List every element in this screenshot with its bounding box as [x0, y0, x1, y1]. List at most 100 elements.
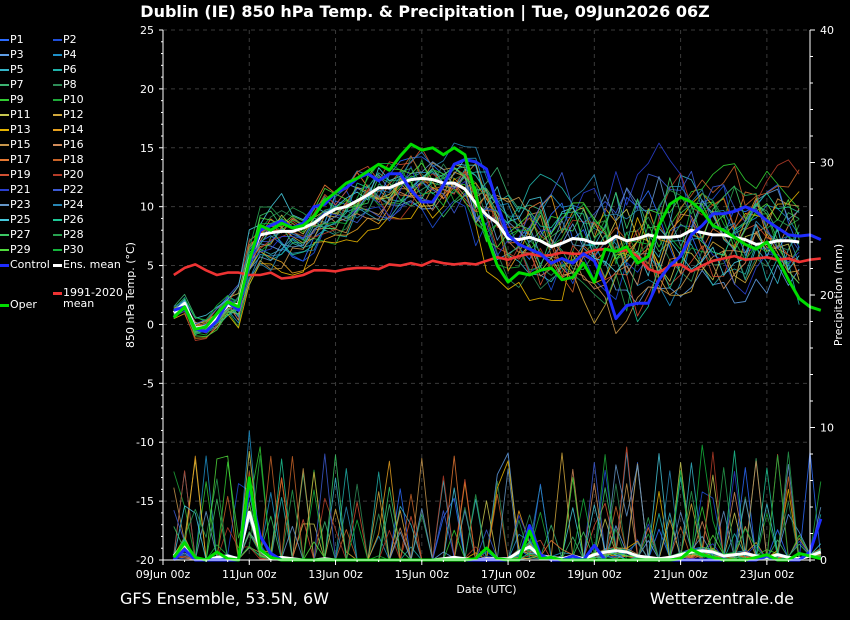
- x-tick-label: 23Jun 00z: [740, 568, 795, 581]
- legend-swatch: [53, 159, 62, 161]
- legend-swatch: [53, 39, 62, 41]
- y-tick-label: 25: [140, 24, 154, 37]
- member-precip-line-9: [173, 446, 821, 561]
- legend-item: P5: [0, 63, 24, 77]
- member-temp-line-21: [173, 142, 800, 331]
- y-tick-label: 0: [147, 318, 154, 331]
- x-tick-label: 15Jun 00z: [395, 568, 450, 581]
- legend-swatch: [53, 204, 62, 206]
- legend-swatch: [0, 204, 9, 206]
- legend-item: Oper: [0, 298, 37, 312]
- member-temp-line-13: [173, 177, 800, 332]
- legend-swatch: [53, 84, 62, 86]
- legend-label: P24: [63, 198, 84, 211]
- member-precip-line-18: [173, 455, 821, 561]
- legend-swatch: [0, 69, 9, 71]
- legend-label: P4: [63, 48, 77, 61]
- series-1991-2020-mean: [173, 247, 821, 280]
- legend-label: P17: [10, 153, 31, 166]
- legend-item: P1: [0, 33, 24, 47]
- source-label: Wetterzentrale.de: [649, 589, 794, 608]
- legend-label: P10: [63, 93, 84, 106]
- legend-label: Oper: [10, 298, 37, 311]
- legend-item: Ens. mean: [53, 258, 121, 272]
- series-oper: [172, 142, 822, 331]
- legend-item: P15: [0, 138, 31, 152]
- legend-swatch: [53, 144, 62, 146]
- legend-item: P26: [53, 213, 84, 227]
- chart-title: Dublin (IE) 850 hPa Temp. & Precipitatio…: [140, 2, 710, 21]
- x-tick-label: 21Jun 00z: [653, 568, 708, 581]
- legend-item: P21: [0, 183, 31, 197]
- legend-label: P12: [63, 108, 84, 121]
- legend-label: Control: [10, 258, 50, 271]
- legend-item: P13: [0, 123, 31, 137]
- legend-label: P18: [63, 153, 84, 166]
- y-tick-label: -15: [136, 495, 154, 508]
- legend-item: P4: [53, 48, 77, 62]
- legend-label: P2: [63, 33, 77, 46]
- legend-swatch: [0, 39, 9, 41]
- legend-item: 1991-2020 mean: [53, 287, 123, 311]
- legend-swatch: [0, 54, 9, 56]
- x-tick-label: 09Jun 00z: [136, 568, 191, 581]
- legend-item: P2: [53, 33, 77, 47]
- y-tick-label: -5: [143, 377, 154, 390]
- legend-label: P28: [63, 228, 84, 241]
- legend-label: P5: [10, 63, 24, 76]
- legend-swatch: [0, 144, 9, 146]
- legend-label: P25: [10, 213, 31, 226]
- y-tick-label: 20: [140, 83, 154, 96]
- y2-tick-label: 10: [820, 422, 834, 435]
- legend-swatch: [0, 114, 9, 116]
- y2-tick-label: 30: [820, 157, 834, 170]
- legend-item: P10: [53, 93, 84, 107]
- y2-tick-label: 0: [820, 554, 827, 567]
- legend-label: P22: [63, 183, 84, 196]
- legend-swatch: [53, 263, 62, 267]
- legend-label: P23: [10, 198, 31, 211]
- x-axis-label: Date (UTC): [456, 583, 516, 596]
- legend-item: P28: [53, 228, 84, 242]
- legend-label: P15: [10, 138, 31, 151]
- member-precip-line-19: [173, 446, 821, 561]
- legend-label: P13: [10, 123, 31, 136]
- legend-label: P1: [10, 33, 24, 46]
- legend-swatch: [0, 159, 9, 161]
- legend-label: P3: [10, 48, 24, 61]
- legend-item: P6: [53, 63, 77, 77]
- member-precip-line-28: [173, 451, 821, 561]
- legend-item: P17: [0, 153, 31, 167]
- legend-swatch: [0, 219, 9, 221]
- legend-swatch: [0, 303, 9, 307]
- y-tick-label: -10: [136, 436, 154, 449]
- member-temp-line-25: [173, 163, 800, 319]
- legend-label: P9: [10, 93, 24, 106]
- legend-item: P3: [0, 48, 24, 62]
- legend-label: P30: [63, 243, 84, 256]
- model-label: GFS Ensemble, 53.5N, 6W: [120, 589, 329, 608]
- y-tick-label: 15: [140, 142, 154, 155]
- legend-label: P11: [10, 108, 31, 121]
- legend-item: P25: [0, 213, 31, 227]
- legend-swatch: [53, 291, 62, 295]
- member-temp-line-22: [173, 170, 800, 325]
- x-tick-label: 11Jun 00z: [222, 568, 277, 581]
- legend-item: P16: [53, 138, 84, 152]
- legend-item: P30: [53, 243, 84, 257]
- y-tick-label: 5: [147, 260, 154, 273]
- member-temp-line-24: [173, 142, 800, 329]
- legend-label: P29: [10, 243, 31, 256]
- member-temp-line-23: [173, 161, 800, 329]
- legend-item: P11: [0, 108, 31, 122]
- legend-swatch: [53, 129, 62, 131]
- legend-swatch: [53, 174, 62, 176]
- legend-item: P24: [53, 198, 84, 212]
- x-tick-label: 19Jun 00z: [567, 568, 622, 581]
- legend-item: P8: [53, 78, 77, 92]
- legend-swatch: [0, 84, 9, 86]
- legend-item: P23: [0, 198, 31, 212]
- legend-item: P20: [53, 168, 84, 182]
- y-tick-label: -20: [136, 554, 154, 567]
- legend-item: P29: [0, 243, 31, 257]
